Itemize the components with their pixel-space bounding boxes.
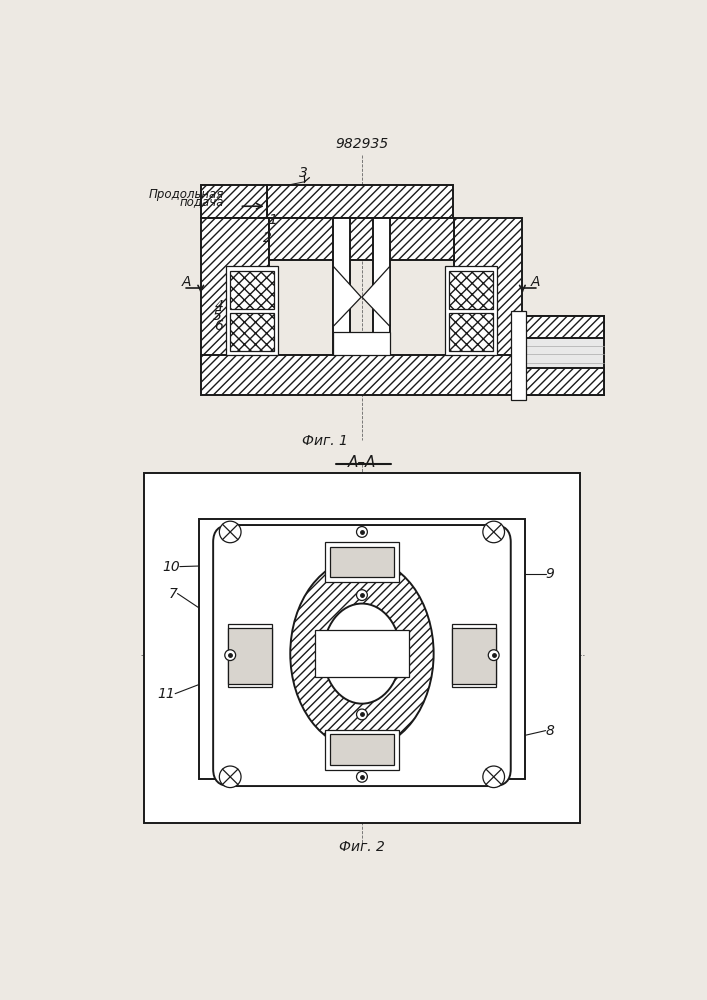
Text: 10: 10 [162,560,180,574]
Ellipse shape [291,558,433,749]
Circle shape [356,590,368,600]
Bar [522,368,604,395]
Text: 3: 3 [298,166,308,180]
Text: А: А [181,275,191,289]
Circle shape [219,521,241,543]
Bar [315,630,409,677]
Text: А: А [531,275,540,289]
Circle shape [225,650,235,661]
Bar [267,185,452,218]
Text: 1: 1 [269,213,277,227]
Bar [445,266,497,355]
Text: 5: 5 [213,309,222,323]
Bar [449,312,493,351]
Bar [454,218,522,379]
Bar [373,218,390,355]
Bar [333,332,390,355]
Bar [330,547,394,577]
Bar [522,316,604,338]
Ellipse shape [323,604,401,704]
Circle shape [489,650,499,661]
Bar [228,628,272,684]
FancyBboxPatch shape [213,525,510,786]
Circle shape [483,766,505,788]
Polygon shape [362,266,390,326]
Bar [269,218,454,260]
Text: Продольная: Продольная [148,188,224,201]
Bar [230,271,274,309]
Bar [449,271,493,309]
Bar [201,218,269,379]
Circle shape [356,709,368,720]
Bar [230,312,274,351]
Bar [226,266,279,355]
Bar [330,734,394,765]
Text: 4: 4 [214,299,223,313]
Text: 982935: 982935 [335,137,389,151]
Bar [144,473,580,823]
Bar [510,311,526,400]
Text: 8: 8 [546,724,554,738]
Bar [199,519,525,779]
Circle shape [483,521,505,543]
Text: 7: 7 [169,587,177,601]
Text: подача: подача [180,196,224,209]
Text: А–А: А–А [348,455,376,470]
Text: 6: 6 [214,319,223,333]
Bar [201,355,522,395]
Bar [452,628,496,684]
Circle shape [356,771,368,782]
Polygon shape [333,266,361,326]
Bar [228,624,272,687]
Text: 2: 2 [263,231,272,245]
Circle shape [219,766,241,788]
Bar [201,185,267,218]
Circle shape [356,527,368,537]
Text: 11: 11 [158,687,175,701]
Bar [325,542,399,582]
Text: 9: 9 [546,567,554,581]
Bar [333,218,351,355]
Bar [452,624,496,687]
Text: Фиг. 2: Фиг. 2 [339,840,385,854]
Bar [522,316,604,395]
Text: Фиг. 1: Фиг. 1 [302,434,348,448]
Bar [325,730,399,770]
